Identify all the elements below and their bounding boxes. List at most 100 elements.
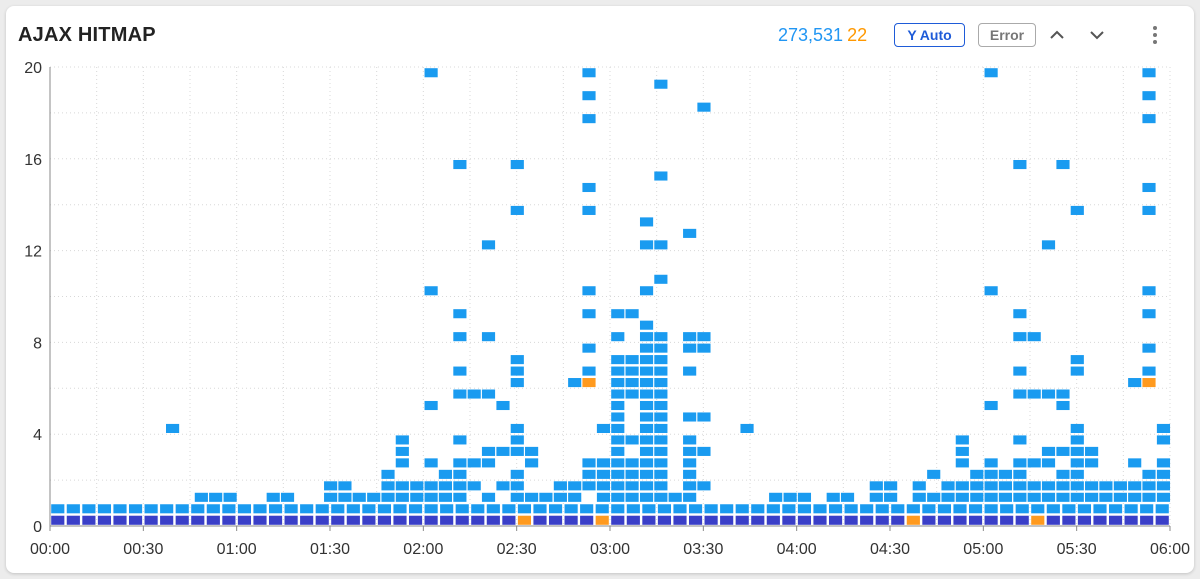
hit-cell [1142, 182, 1156, 193]
hit-cell [166, 423, 180, 433]
y-tick-label: 16 [24, 152, 42, 169]
hit-cell [611, 309, 625, 319]
chevron-up-icon[interactable] [1045, 23, 1069, 47]
x-tick-label: 04:30 [870, 541, 910, 558]
hit-cell [481, 389, 496, 399]
hit-cell [223, 492, 237, 502]
x-tick-label: 03:30 [683, 541, 723, 558]
hit-cell [510, 481, 524, 491]
hit-cell [1013, 366, 1027, 376]
hit-cell [1113, 492, 1127, 502]
hit-cell [797, 504, 812, 514]
hit-cell [381, 481, 395, 491]
hit-cell [1085, 481, 1099, 491]
hit-cell [720, 515, 734, 525]
hit-cell [912, 492, 926, 502]
hit-cell [440, 504, 454, 514]
hit-cell [1142, 68, 1156, 78]
hit-cell [860, 504, 874, 514]
hit-cell [1013, 492, 1027, 502]
hit-cell [338, 481, 352, 491]
error-filter-button[interactable]: Error [978, 23, 1036, 47]
hit-cell [1031, 504, 1045, 514]
hit-cell [683, 435, 697, 445]
hit-cell [268, 515, 283, 525]
hit-cell [568, 492, 582, 502]
hit-cell [1027, 332, 1041, 342]
hit-cell [683, 366, 697, 376]
hit-cell [580, 515, 594, 525]
hit-cell [697, 446, 711, 456]
hit-cell [869, 481, 883, 491]
x-tick-label: 04:00 [777, 541, 817, 558]
hit-cell [1093, 515, 1107, 525]
chevron-down-icon[interactable] [1085, 23, 1109, 47]
hit-cell [1070, 423, 1084, 433]
hit-cell [395, 481, 409, 491]
y-auto-button[interactable]: Y Auto [894, 23, 965, 47]
hit-cell [496, 481, 510, 491]
hit-cell [654, 400, 668, 411]
hit-cell [639, 423, 654, 433]
hit-cell [654, 332, 668, 342]
hit-cell [564, 504, 578, 514]
hit-cell [683, 492, 697, 502]
hit-cell [424, 68, 438, 78]
hit-cell [1013, 435, 1027, 445]
hit-cell [955, 481, 969, 491]
hit-cell [237, 515, 252, 525]
hit-cell [668, 492, 682, 502]
hit-cell [611, 355, 625, 365]
hit-cell [984, 492, 998, 502]
hit-cell [1027, 458, 1041, 468]
hit-cell [582, 458, 596, 468]
hit-cell [525, 458, 539, 468]
hit-cell [673, 504, 687, 514]
x-tick-label: 05:30 [1057, 541, 1097, 558]
hit-cell [625, 492, 639, 502]
hit-cell [1113, 481, 1127, 491]
hit-cell [611, 332, 625, 342]
hit-cell [1041, 389, 1056, 399]
hit-cell [82, 504, 96, 514]
hit-cell [481, 240, 496, 250]
hit-cell [1128, 492, 1142, 502]
hit-cell [525, 446, 539, 456]
hit-cell [697, 412, 711, 422]
more-options-icon[interactable] [1143, 23, 1167, 47]
hit-cell [797, 492, 812, 502]
hit-cell [642, 504, 656, 514]
hit-cell [611, 458, 625, 468]
hit-cell [1000, 504, 1014, 514]
hit-cell [797, 515, 812, 525]
hit-cell [639, 412, 654, 422]
hit-cell [611, 389, 625, 399]
hit-cell [453, 492, 467, 502]
hit-cell [424, 492, 438, 502]
hit-cell [284, 504, 298, 514]
hit-cell [783, 492, 797, 502]
y-tick-label: 12 [24, 244, 42, 261]
hit-cell [582, 481, 596, 491]
hit-cell [1027, 389, 1041, 399]
hit-cell [471, 515, 485, 525]
chart-title: AJAX HITMAP [18, 24, 156, 46]
hit-cell [424, 481, 438, 491]
hit-cell [324, 481, 338, 491]
hit-cell [1093, 504, 1107, 514]
hit-cell [782, 504, 796, 514]
hit-cell [1070, 205, 1084, 215]
hit-cell [869, 492, 883, 502]
hit-cell [568, 378, 582, 388]
hit-cell [1056, 481, 1070, 491]
hit-cell [381, 492, 395, 502]
hit-cell [611, 515, 625, 525]
hit-cell [144, 504, 158, 514]
hit-cell [968, 504, 983, 514]
hit-cell [502, 504, 516, 514]
hit-cell [735, 515, 749, 525]
hit-cell [1015, 504, 1029, 514]
hit-cell [510, 366, 524, 376]
hit-cell [828, 515, 843, 525]
